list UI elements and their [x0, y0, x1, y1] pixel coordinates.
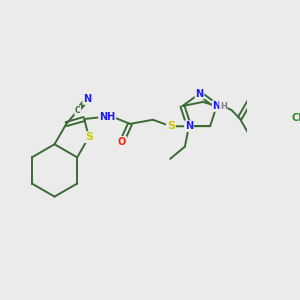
- Text: C: C: [75, 106, 81, 115]
- Text: N: N: [213, 101, 221, 111]
- Text: N: N: [196, 88, 204, 99]
- Text: O: O: [118, 137, 126, 147]
- Text: S: S: [167, 121, 175, 131]
- Text: N: N: [185, 121, 193, 131]
- Text: S: S: [85, 132, 93, 142]
- Text: Cl: Cl: [292, 113, 300, 123]
- Text: NH: NH: [99, 112, 115, 122]
- Text: N: N: [83, 94, 91, 104]
- Text: H: H: [220, 101, 227, 110]
